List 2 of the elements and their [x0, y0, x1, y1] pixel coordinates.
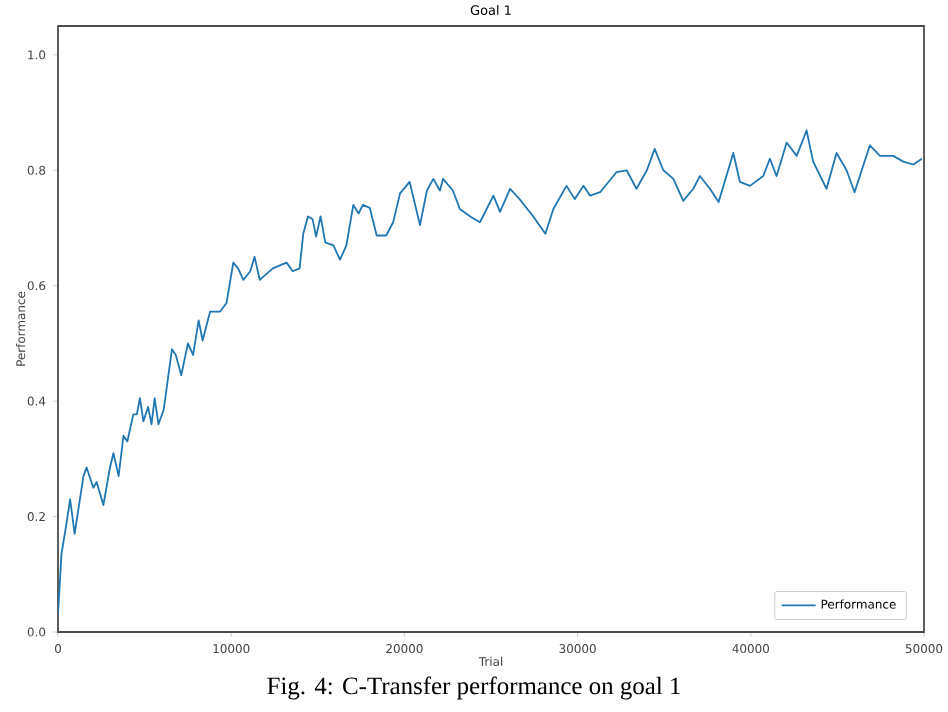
line-series	[58, 129, 923, 616]
caption: Fig. 4: C-Transfer performance on goal 1	[267, 676, 680, 700]
